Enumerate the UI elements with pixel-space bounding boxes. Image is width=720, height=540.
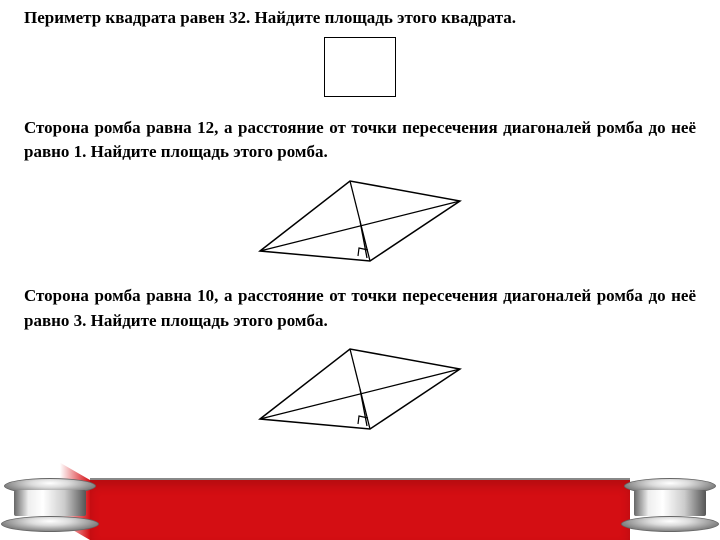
red-carpet: [90, 478, 630, 540]
problem-1-text: Периметр квадрата равен 32. Найдите площ…: [24, 6, 696, 31]
rhombus-icon: [250, 171, 470, 265]
worksheet-content: Периметр квадрата равен 32. Найдите площ…: [0, 0, 720, 438]
problem-2-text: Сторона ромба равна 12, а расстояние от …: [24, 116, 696, 165]
problem-1-figure: [24, 37, 696, 102]
problem-2-figure: [24, 171, 696, 270]
slide-footer-decor: [0, 478, 720, 540]
square-icon: [324, 37, 396, 97]
problem-3-text: Сторона ромба равна 10, а расстояние от …: [24, 284, 696, 333]
rhombus-icon: [250, 339, 470, 433]
problem-3-figure: [24, 339, 696, 438]
pedestal-right: [620, 478, 720, 540]
pedestal-left: [0, 478, 100, 540]
